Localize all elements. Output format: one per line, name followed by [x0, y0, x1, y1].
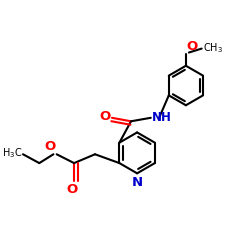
Text: O: O — [99, 110, 110, 123]
Text: NH: NH — [152, 111, 171, 124]
Text: N: N — [132, 176, 143, 189]
Text: O: O — [67, 183, 78, 196]
Text: CH$_3$: CH$_3$ — [202, 41, 223, 55]
Text: O: O — [45, 140, 56, 153]
Text: O: O — [186, 40, 198, 52]
Text: H$_3$C: H$_3$C — [2, 146, 22, 160]
